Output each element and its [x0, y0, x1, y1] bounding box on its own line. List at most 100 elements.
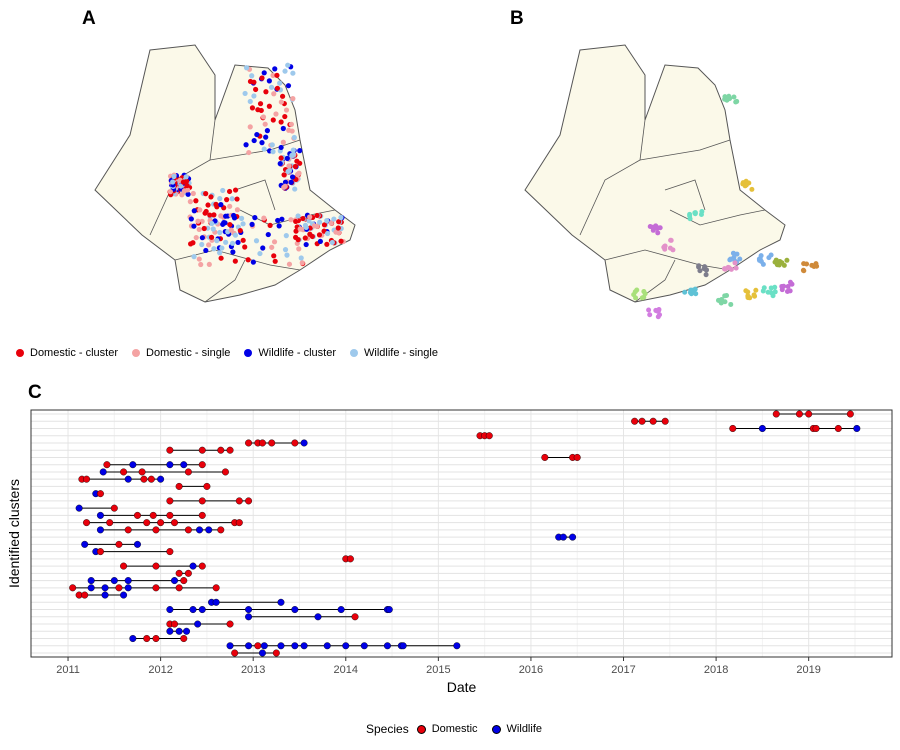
map-point	[206, 242, 212, 248]
cluster-point	[170, 620, 178, 628]
map-point	[253, 238, 260, 244]
map-cluster-point	[654, 225, 660, 231]
map-point	[289, 174, 296, 180]
map-point	[260, 114, 267, 120]
x-axis-title: Date	[447, 679, 477, 695]
map-point	[213, 201, 219, 207]
x-tick-label: 2017	[611, 664, 635, 676]
map-point	[285, 83, 292, 89]
map-point	[284, 252, 290, 258]
map-cluster-point	[689, 287, 695, 293]
cluster-point	[157, 519, 165, 527]
map-cluster-point	[730, 250, 736, 256]
cluster-point	[166, 606, 174, 614]
map-point	[217, 196, 223, 202]
map-cluster-point	[779, 287, 785, 293]
panel-label-a: A	[82, 8, 96, 29]
cluster-point	[342, 642, 350, 650]
map-cluster-point	[760, 288, 766, 294]
map-point	[277, 80, 283, 86]
map-point	[295, 213, 301, 219]
cluster-point	[183, 627, 191, 635]
map-point	[183, 174, 189, 180]
cluster-point	[245, 497, 253, 505]
map-point	[316, 232, 323, 238]
map-cluster-point	[758, 253, 764, 259]
x-tick-label: 2014	[334, 664, 358, 676]
map-point	[196, 226, 202, 233]
cluster-point	[198, 446, 206, 454]
map-point	[259, 140, 265, 146]
map-cluster-point	[703, 272, 709, 278]
map-point	[254, 131, 260, 138]
map-point	[187, 199, 193, 205]
cluster-point	[385, 606, 393, 614]
map-cluster-point	[682, 289, 688, 295]
map-point	[199, 241, 205, 248]
map-point	[283, 233, 289, 239]
x-tick-label: 2015	[426, 664, 450, 676]
cluster-point	[170, 519, 178, 527]
map-region-outline	[524, 44, 786, 303]
map-point	[298, 255, 304, 261]
map-point	[297, 160, 303, 166]
cluster-point	[559, 533, 567, 541]
map-cluster-point	[756, 257, 762, 263]
map-cluster-point	[687, 213, 693, 219]
cluster-point	[346, 555, 354, 563]
map-point	[257, 101, 264, 107]
map-point	[245, 257, 251, 263]
map-point	[271, 91, 277, 97]
legend-label: Wildlife	[506, 723, 542, 735]
map-point	[218, 202, 224, 208]
species-legend: Species Domestic Wildlife	[366, 722, 556, 736]
map-panels	[94, 44, 820, 320]
map-b	[524, 44, 820, 320]
cluster-point	[573, 453, 581, 461]
map-point	[214, 238, 220, 244]
map-point	[265, 231, 271, 238]
map-cluster-point	[699, 209, 705, 215]
x-tick-label: 2018	[704, 664, 728, 676]
cluster-point	[133, 540, 141, 548]
cluster-point	[166, 497, 174, 505]
map-point	[338, 214, 344, 221]
cluster-point	[661, 417, 669, 425]
map-point	[272, 258, 278, 264]
map-cluster-point	[655, 230, 661, 236]
cluster-point	[638, 417, 646, 425]
cluster-point	[314, 613, 322, 621]
map-point	[240, 221, 246, 227]
map-point	[211, 212, 217, 218]
map-cluster-point	[702, 264, 708, 270]
map-point	[277, 161, 283, 167]
map-point	[264, 128, 270, 134]
map-cluster-point	[734, 98, 740, 104]
map-point	[184, 182, 190, 189]
cluster-point	[120, 591, 128, 599]
map-point	[275, 217, 281, 224]
cluster-point	[194, 620, 202, 628]
map-point	[201, 225, 207, 232]
cluster-point	[205, 526, 213, 534]
cluster-point	[184, 468, 192, 476]
map-point	[292, 163, 299, 170]
map-point	[309, 233, 315, 240]
map-cluster-point	[646, 307, 652, 313]
legend-label: Domestic - cluster	[30, 347, 119, 359]
map-point	[197, 207, 203, 213]
map-point	[297, 148, 303, 154]
map-point	[198, 261, 204, 268]
map-point	[178, 183, 184, 189]
cluster-point	[75, 504, 83, 512]
map-cluster-point	[772, 289, 778, 295]
map-cluster-point	[697, 268, 703, 274]
map-cluster-point	[787, 279, 793, 285]
map-point	[227, 203, 233, 209]
cluster-point	[87, 584, 95, 592]
map-cluster-point	[693, 291, 699, 297]
cluster-point	[258, 649, 266, 657]
plot-border	[30, 409, 893, 658]
map-point	[252, 215, 258, 221]
legend-dot	[132, 349, 141, 357]
